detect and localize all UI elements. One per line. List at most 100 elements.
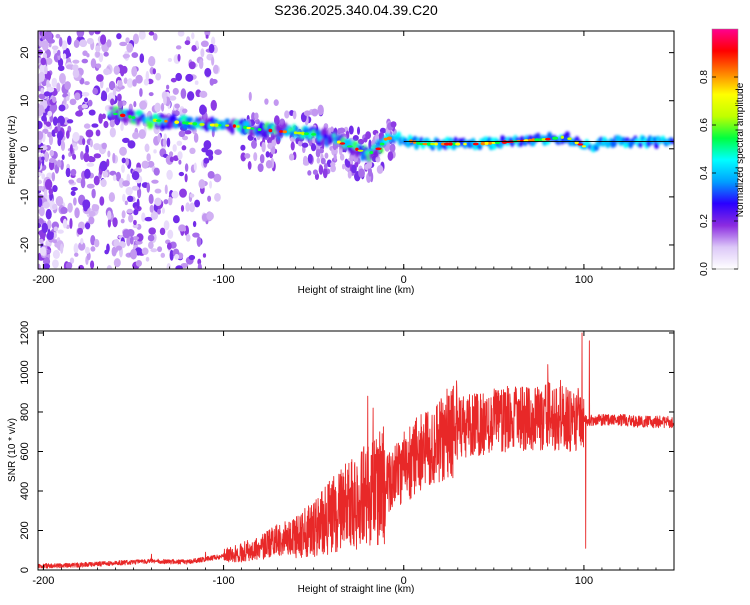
- spectrogram-noise-blob: [47, 131, 52, 138]
- spectrogram-band-blob: [564, 131, 570, 139]
- spectrogram-noise-blob: [118, 177, 125, 188]
- snr-y-tick-label-1: 200: [19, 521, 31, 539]
- spectrogram-stripe-blob: [366, 160, 373, 169]
- spectrogram-noise-blob: [178, 159, 182, 165]
- spectrogram-noise-blob: [93, 153, 102, 159]
- spectrogram-noise-blob: [185, 202, 191, 212]
- spectrogram-noise-blob: [91, 188, 96, 199]
- spectrogram-stripe-blob: [261, 141, 266, 153]
- spectrogram-ridge-blob: [255, 130, 262, 135]
- spectrogram-noise-blob: [202, 253, 207, 258]
- spectrogram-noise-blob: [208, 43, 215, 54]
- spectrogram-noise-blob: [107, 150, 111, 158]
- spectrogram-core-blob: [488, 141, 493, 145]
- spectrogram-noise-blob: [205, 34, 209, 39]
- spectrogram-core-blob: [336, 140, 341, 144]
- spectrogram-noise-blob: [146, 153, 151, 162]
- spectrogram-core-blob: [119, 113, 126, 118]
- spectrogram-noise-blob: [131, 66, 138, 77]
- spectrogram-noise-blob: [122, 137, 130, 144]
- spectrogram-noise-blob: [185, 233, 191, 242]
- spectrogram-stripe-blob: [257, 163, 264, 173]
- spectrogram-stripe-blob: [289, 136, 296, 143]
- spectrogram-noise-blob: [84, 81, 90, 86]
- spectrogram-noise-blob: [148, 56, 156, 67]
- spectrogram-noise-blob: [62, 53, 67, 60]
- spectrogram-core-blob: [581, 145, 586, 148]
- spectrogram-noise-blob: [123, 54, 128, 59]
- spectrogram-noise-blob: [39, 246, 47, 256]
- spectrogram-core-blob: [174, 120, 180, 124]
- colorbar-tick-label-3: 0.6: [699, 118, 710, 132]
- spectrogram-noise-blob: [204, 67, 212, 77]
- spectrogram-noise-blob: [78, 241, 86, 251]
- spectrogram-noise-blob: [38, 222, 42, 229]
- spectrogram-noise-blob: [126, 208, 133, 214]
- snr-y-tick-label-4: 800: [19, 403, 31, 421]
- spectrogram-noise-blob: [63, 96, 67, 105]
- spectrogram-noise-blob: [124, 200, 128, 206]
- spectrogram-stripe-blob: [317, 104, 324, 116]
- snr-y-tick-label-0: 0: [19, 567, 31, 573]
- spectrogram-noise-blob: [133, 219, 137, 226]
- spectrogram-noise-blob: [168, 151, 174, 157]
- spectrogram-noise-blob: [186, 91, 195, 101]
- spectrogram-stripe-blob: [389, 143, 396, 153]
- spectrogram-noise-blob: [148, 92, 154, 97]
- spectrogram-noise-blob: [104, 249, 109, 255]
- spectrogram-noise-blob: [166, 169, 173, 180]
- spectrogram-noise-blob: [112, 88, 117, 97]
- spectrogram-stripe-blob: [376, 165, 384, 174]
- spectrogram-noise-blob: [79, 39, 88, 48]
- spectrogram-noise-blob: [70, 190, 76, 196]
- spectrogram-noise-blob: [84, 168, 91, 179]
- spectrogram-x-tick-label-3: 100: [575, 274, 593, 286]
- spectrogram-noise-blob: [139, 100, 148, 110]
- spectrogram-noise-blob: [125, 157, 129, 166]
- spectrogram-noise-blob: [104, 105, 112, 112]
- snr-series: [38, 332, 674, 569]
- spectrogram-noise-blob: [191, 44, 197, 52]
- spectrogram-stripe-blob: [265, 159, 273, 169]
- spectrogram-noise-blob: [48, 157, 56, 163]
- spectrogram-noise-blob: [211, 56, 215, 66]
- spectrogram-stripe-blob: [307, 170, 312, 176]
- spectrogram-noise-blob: [67, 35, 72, 46]
- spectrogram-noise-blob: [146, 182, 151, 193]
- spectrogram-noise-blob: [132, 236, 140, 241]
- spectrogram-noise-blob: [115, 171, 122, 182]
- spectrogram-noise-blob: [86, 162, 95, 167]
- spectrogram-noise-blob: [148, 193, 154, 205]
- spectrogram-noise-blob: [38, 206, 45, 217]
- spectrogram-noise-blob: [147, 234, 155, 242]
- spectrogram-noise-blob: [52, 116, 58, 126]
- spectrogram-noise-blob: [128, 103, 133, 112]
- spectrogram-stripe-blob: [322, 167, 328, 179]
- spectrogram-core-blob: [257, 127, 262, 132]
- spectrogram-core-blob: [448, 142, 453, 146]
- spectrogram-noise-blob: [76, 31, 85, 38]
- spectrogram-noise-blob: [189, 193, 195, 198]
- spectrogram-stripe-blob: [387, 151, 394, 161]
- spectrogram-noise-blob: [82, 138, 86, 146]
- snr-y-tick-label-3: 600: [19, 442, 31, 460]
- spectrogram-noise-blob: [83, 97, 89, 103]
- spectrogram-noise-blob: [59, 73, 66, 84]
- spectrogram-core-blob: [430, 142, 435, 146]
- spectrogram-noise-blob: [120, 218, 125, 224]
- spectrogram-core-blob: [455, 142, 461, 146]
- spectrogram-noise-blob: [136, 198, 140, 210]
- spectrogram-noise-blob: [56, 49, 61, 56]
- spectrogram-noise-blob: [175, 72, 183, 82]
- spectrogram-noise-blob: [109, 127, 116, 138]
- spectrogram-noise-blob: [132, 131, 140, 140]
- spectrogram-noise-blob: [138, 31, 146, 40]
- spectrogram-noise-blob: [181, 108, 188, 114]
- spectrogram-noise-blob: [69, 98, 77, 106]
- spectrogram-noise-blob: [52, 249, 60, 259]
- spectrogram-ridge-blob: [345, 138, 352, 146]
- spectrogram-noise-blob: [80, 151, 84, 161]
- spectrogram-noise-blob: [52, 96, 57, 103]
- spectrogram-noise-blob: [141, 160, 149, 169]
